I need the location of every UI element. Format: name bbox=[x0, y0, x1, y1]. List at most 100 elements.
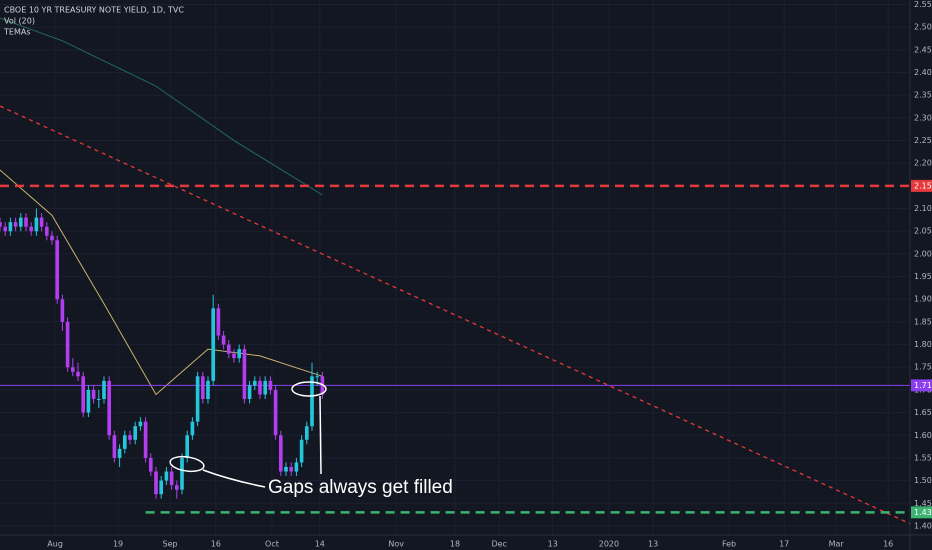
candle-body bbox=[3, 226, 8, 232]
candle-body bbox=[294, 462, 299, 472]
candle-body bbox=[263, 380, 268, 395]
candle-body bbox=[122, 435, 127, 449]
y-tick-label: 1.45 bbox=[914, 499, 932, 508]
y-tick-label: 1.75 bbox=[914, 363, 932, 372]
candle-body bbox=[268, 380, 273, 390]
y-tick-label: 2.00 bbox=[914, 249, 932, 258]
y-tick-label: 1.40 bbox=[914, 521, 932, 530]
y-tick-label: 1.90 bbox=[914, 295, 932, 304]
x-tick-label: 13 bbox=[548, 540, 558, 549]
moving-average bbox=[0, 169, 323, 396]
x-tick-label: 13 bbox=[648, 540, 658, 549]
x-tick-label: Oct bbox=[265, 540, 279, 549]
candle-body bbox=[112, 435, 117, 458]
candle-body bbox=[24, 217, 28, 227]
trendline bbox=[0, 105, 911, 525]
candle-body bbox=[200, 376, 205, 399]
x-tick-label: Mar bbox=[829, 540, 845, 549]
indicator-label: Vol (20) bbox=[4, 17, 35, 26]
gap-circle bbox=[169, 455, 205, 473]
price-tag-label: 1.71 bbox=[914, 381, 932, 390]
y-tick-label: 1.60 bbox=[914, 431, 932, 440]
gap-circle bbox=[291, 381, 327, 397]
annotation-arrow bbox=[319, 395, 322, 475]
candle-body bbox=[96, 398, 101, 400]
candle-body bbox=[128, 435, 132, 440]
candle-body bbox=[164, 471, 169, 481]
candle-body bbox=[211, 308, 216, 381]
candle-body bbox=[310, 376, 314, 427]
candle-body bbox=[185, 435, 190, 458]
y-tick-label: 2.40 bbox=[914, 68, 932, 77]
candle-body bbox=[65, 321, 70, 368]
y-tick-label: 2.35 bbox=[914, 91, 932, 100]
candle-body bbox=[107, 380, 112, 436]
x-tick-label: 16 bbox=[211, 540, 221, 549]
price-tag-label: 2.15 bbox=[914, 181, 932, 190]
x-tick-label: 19 bbox=[113, 540, 123, 549]
candle-body bbox=[117, 448, 122, 458]
axes: 1.401.451.501.551.601.651.701.751.801.85… bbox=[47, 0, 932, 549]
y-tick-label: 2.05 bbox=[914, 227, 932, 236]
x-tick-label: 2020 bbox=[599, 540, 619, 549]
candle-body bbox=[299, 439, 304, 463]
x-tick-label: Dec bbox=[491, 540, 506, 549]
y-tick-label: 1.95 bbox=[914, 272, 932, 281]
candle-body bbox=[50, 235, 54, 241]
candle-body bbox=[216, 308, 221, 336]
y-tick-label: 2.50 bbox=[914, 23, 932, 32]
candle-body bbox=[29, 226, 34, 232]
x-tick-label: 16 bbox=[883, 540, 893, 549]
candle-body bbox=[174, 485, 179, 490]
annotation-arrow bbox=[202, 469, 266, 488]
y-tick-label: 1.65 bbox=[914, 408, 932, 417]
candle-body bbox=[221, 335, 226, 345]
candle-body bbox=[273, 389, 278, 436]
x-tick-label: Aug bbox=[47, 540, 63, 549]
candle-body bbox=[284, 466, 288, 472]
candle-body bbox=[252, 380, 257, 386]
plot bbox=[0, 17, 911, 525]
candle-body bbox=[13, 222, 18, 227]
candle-body bbox=[278, 435, 283, 472]
y-tick-label: 2.25 bbox=[914, 136, 932, 145]
candle-body bbox=[70, 367, 75, 372]
price-tag bbox=[911, 506, 932, 519]
candle-body bbox=[226, 344, 231, 354]
x-tick-label: 17 bbox=[779, 540, 789, 549]
candle-body bbox=[143, 421, 148, 458]
candle-body bbox=[133, 426, 138, 440]
y-tick-label: 1.80 bbox=[914, 340, 932, 349]
candle-body bbox=[242, 349, 247, 399]
y-tick-label: 1.85 bbox=[914, 317, 932, 326]
y-tick-label: 2.10 bbox=[914, 204, 932, 213]
candle-body bbox=[154, 471, 158, 495]
candle-body bbox=[206, 380, 210, 399]
price-tag-label: 1.43 bbox=[914, 508, 932, 517]
candle-body bbox=[44, 226, 49, 236]
candle-body bbox=[159, 480, 164, 495]
indicator-label: TEMAs bbox=[3, 28, 30, 37]
y-tick-label: 2.20 bbox=[914, 159, 932, 168]
candle-body bbox=[195, 376, 200, 422]
y-tick-label: 2.45 bbox=[914, 45, 932, 54]
x-tick-label: Sep bbox=[163, 540, 178, 549]
y-tick-label: 1.50 bbox=[914, 476, 932, 485]
moving-average bbox=[0, 17, 323, 196]
candle-body bbox=[258, 380, 262, 395]
candle-body bbox=[169, 471, 174, 486]
candle-body bbox=[315, 376, 320, 378]
candle-body bbox=[247, 385, 252, 399]
y-tick-label: 2.55 bbox=[914, 0, 932, 9]
candle-body bbox=[0, 222, 2, 227]
x-tick-label: Feb bbox=[722, 540, 736, 549]
candle-body bbox=[86, 389, 91, 413]
candle-body bbox=[8, 222, 13, 232]
y-tick-label: 1.55 bbox=[914, 453, 932, 462]
candle-body bbox=[18, 217, 23, 227]
x-tick-label: 14 bbox=[315, 540, 325, 549]
grid bbox=[0, 0, 910, 535]
x-tick-label: 18 bbox=[450, 540, 460, 549]
